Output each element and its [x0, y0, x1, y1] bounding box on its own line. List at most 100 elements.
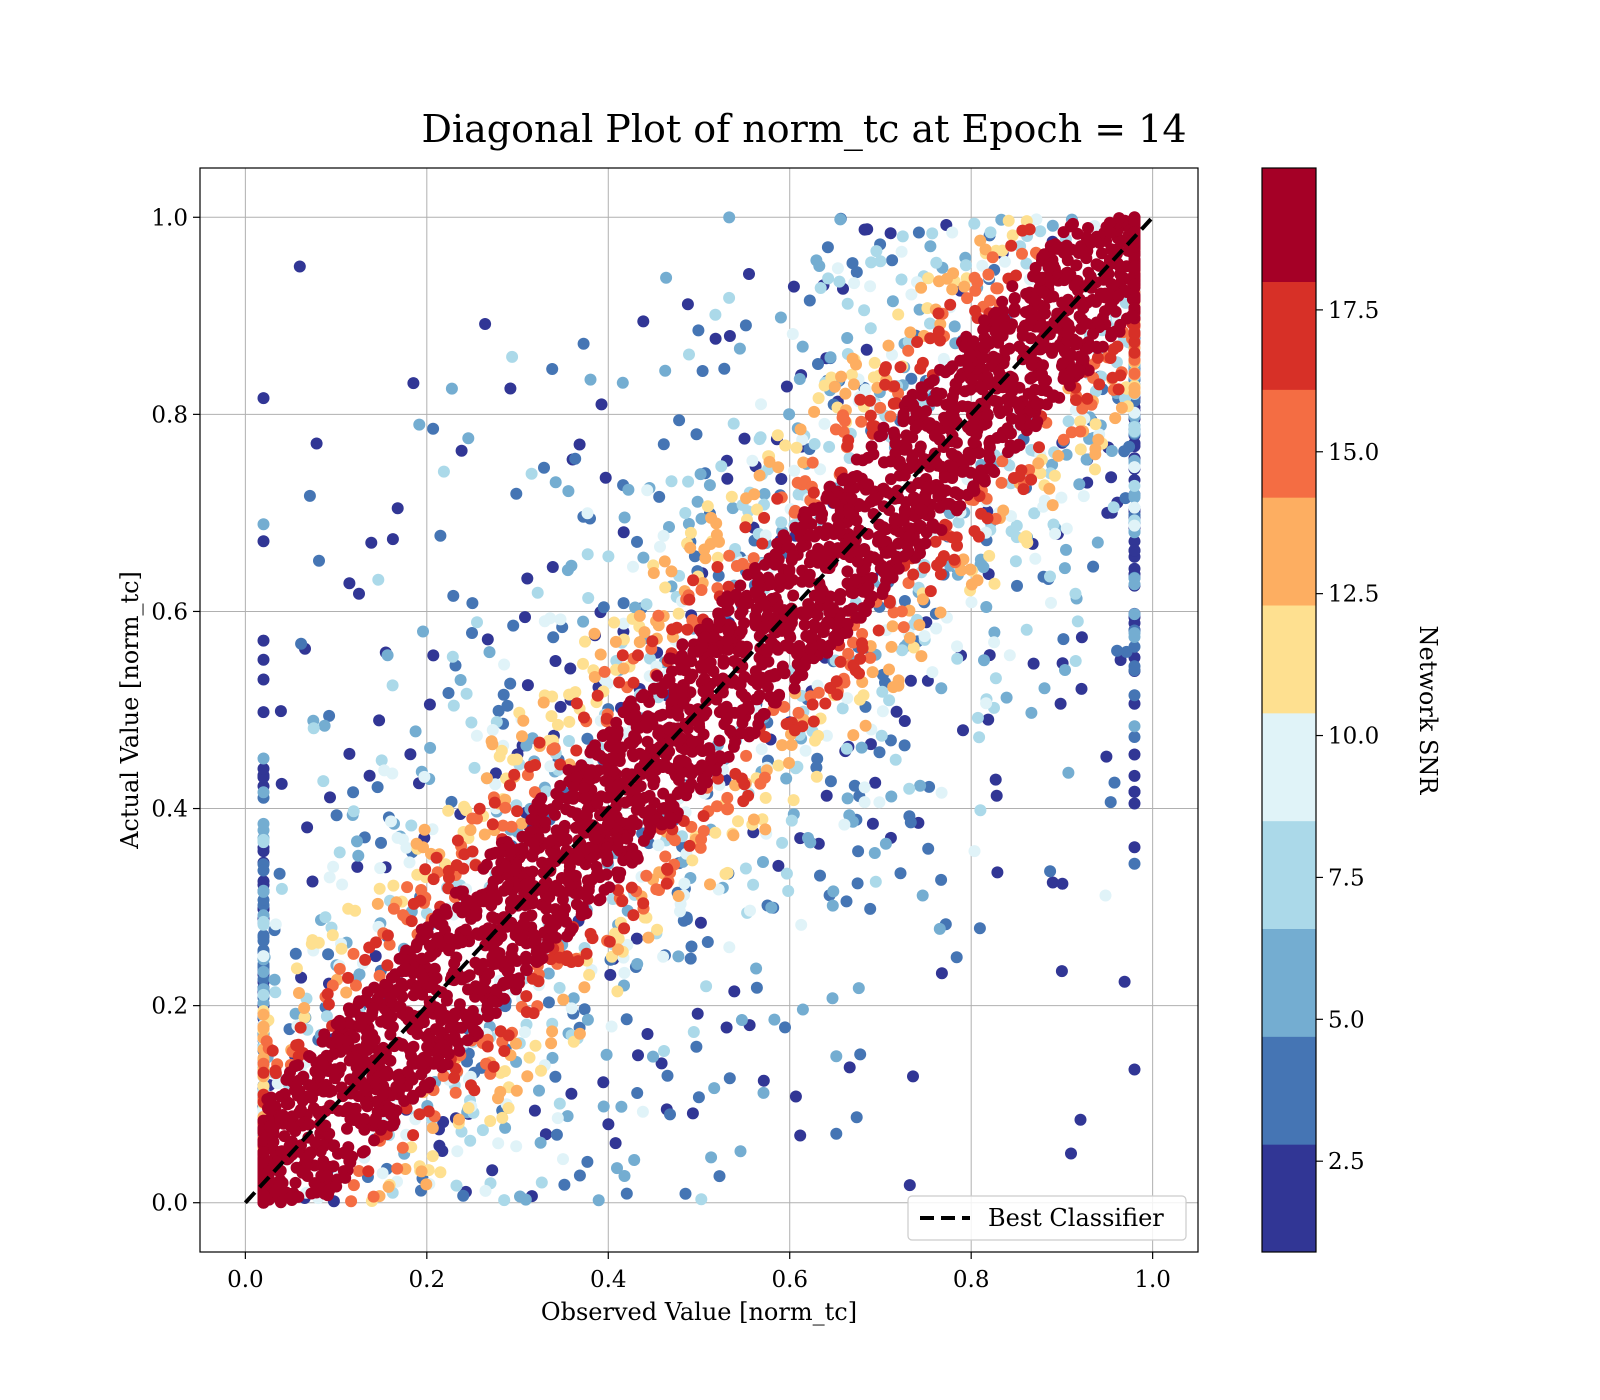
scatter-point [747, 727, 760, 740]
scatter-point [895, 273, 908, 286]
scatter-point [852, 500, 865, 513]
scatter-point [1074, 322, 1087, 335]
scatter-point [852, 982, 865, 995]
scatter-point [306, 1092, 318, 1105]
scatter-point [723, 330, 736, 342]
scatter-point [487, 995, 500, 1008]
scatter-point [691, 495, 704, 508]
scatter-point [1008, 293, 1021, 306]
scatter-point [673, 414, 686, 427]
scatter-point [694, 468, 707, 481]
scatter-point [779, 1021, 791, 1034]
scatter-point [879, 378, 892, 391]
scatter-point [776, 836, 789, 849]
scatter-point [672, 757, 685, 770]
scatter-point [943, 363, 956, 376]
scatter-point [1077, 353, 1090, 365]
scatter-point [848, 277, 861, 290]
scatter-point [637, 315, 650, 328]
scatter-point [996, 295, 1009, 308]
scatter-point [709, 332, 722, 345]
scatter-point [755, 398, 767, 411]
scatter-point [391, 502, 404, 515]
scatter-point [886, 295, 899, 308]
scatter-point [578, 888, 591, 901]
scatter-point [386, 679, 399, 692]
scatter-point [998, 255, 1011, 268]
scatter-point [453, 1113, 465, 1126]
scatter-point [977, 418, 990, 431]
scatter-point [683, 348, 695, 361]
scatter-point [624, 695, 637, 708]
scatter-point [394, 1000, 407, 1013]
scatter-point [1091, 351, 1104, 364]
scatter-point [913, 619, 926, 631]
scatter-point [1045, 596, 1057, 609]
scatter-point [577, 615, 590, 628]
scatter-point [978, 654, 990, 667]
scatter-point [735, 687, 748, 700]
scatter-point [961, 292, 974, 305]
scatter-point [863, 394, 876, 407]
scatter-point [581, 1155, 594, 1168]
scatter-point [631, 535, 643, 548]
scatter-point [1070, 394, 1082, 406]
scatter-point [903, 1179, 916, 1192]
scatter-point [545, 1037, 558, 1050]
scatter-point [981, 409, 994, 422]
scatter-point [404, 748, 417, 761]
scatter-point [748, 488, 761, 501]
scatter-point [974, 234, 987, 247]
scatter-point [637, 897, 650, 910]
scatter-point [347, 947, 360, 960]
scatter-point [464, 1134, 477, 1147]
scatter-point [427, 649, 440, 662]
scatter-point [788, 464, 801, 477]
chart-title: Diagonal Plot of norm_tc at Epoch = 14 [421, 107, 1186, 152]
scatter-point [257, 918, 270, 931]
scatter-point [257, 1134, 270, 1147]
scatter-point [480, 772, 493, 785]
scatter-point [257, 824, 270, 837]
scatter-point [487, 875, 500, 888]
scatter-point [521, 572, 534, 585]
scatter-point [257, 653, 270, 666]
scatter-point [819, 697, 832, 710]
scatter-point [628, 1154, 641, 1166]
scatter-point [654, 540, 666, 553]
scatter-point [602, 1118, 615, 1131]
scatter-point [652, 609, 665, 622]
scatter-point [812, 729, 825, 742]
scatter-point [841, 297, 854, 310]
scatter-point [333, 962, 346, 975]
scatter-point [728, 985, 741, 998]
scatter-point [617, 597, 630, 610]
scatter-point [519, 611, 531, 624]
scatter-point [1038, 682, 1051, 695]
scatter-point [657, 438, 670, 451]
scatter-point [546, 363, 559, 375]
scatter-point [718, 718, 731, 731]
scatter-point [850, 266, 863, 279]
scatter-point [257, 845, 270, 858]
scatter-point [834, 213, 847, 226]
scatter-point [593, 894, 605, 907]
scatter-point [840, 895, 853, 908]
scatter-point [1049, 527, 1062, 540]
scatter-point [683, 593, 696, 606]
scatter-point [424, 741, 437, 754]
scatter-point [758, 708, 771, 720]
scatter-point [854, 1048, 867, 1061]
scatter-point [988, 577, 1001, 590]
scatter-point [482, 922, 495, 935]
scatter-point [333, 846, 346, 859]
scatter-point [676, 688, 689, 701]
scatter-point [595, 398, 608, 411]
scatter-point [374, 862, 387, 875]
scatter-point [679, 1187, 692, 1200]
scatter-point [661, 1069, 674, 1082]
scatter-point [446, 650, 459, 663]
scatter-point [386, 767, 399, 780]
scatter-point [365, 536, 378, 549]
scatter-point [835, 370, 848, 383]
